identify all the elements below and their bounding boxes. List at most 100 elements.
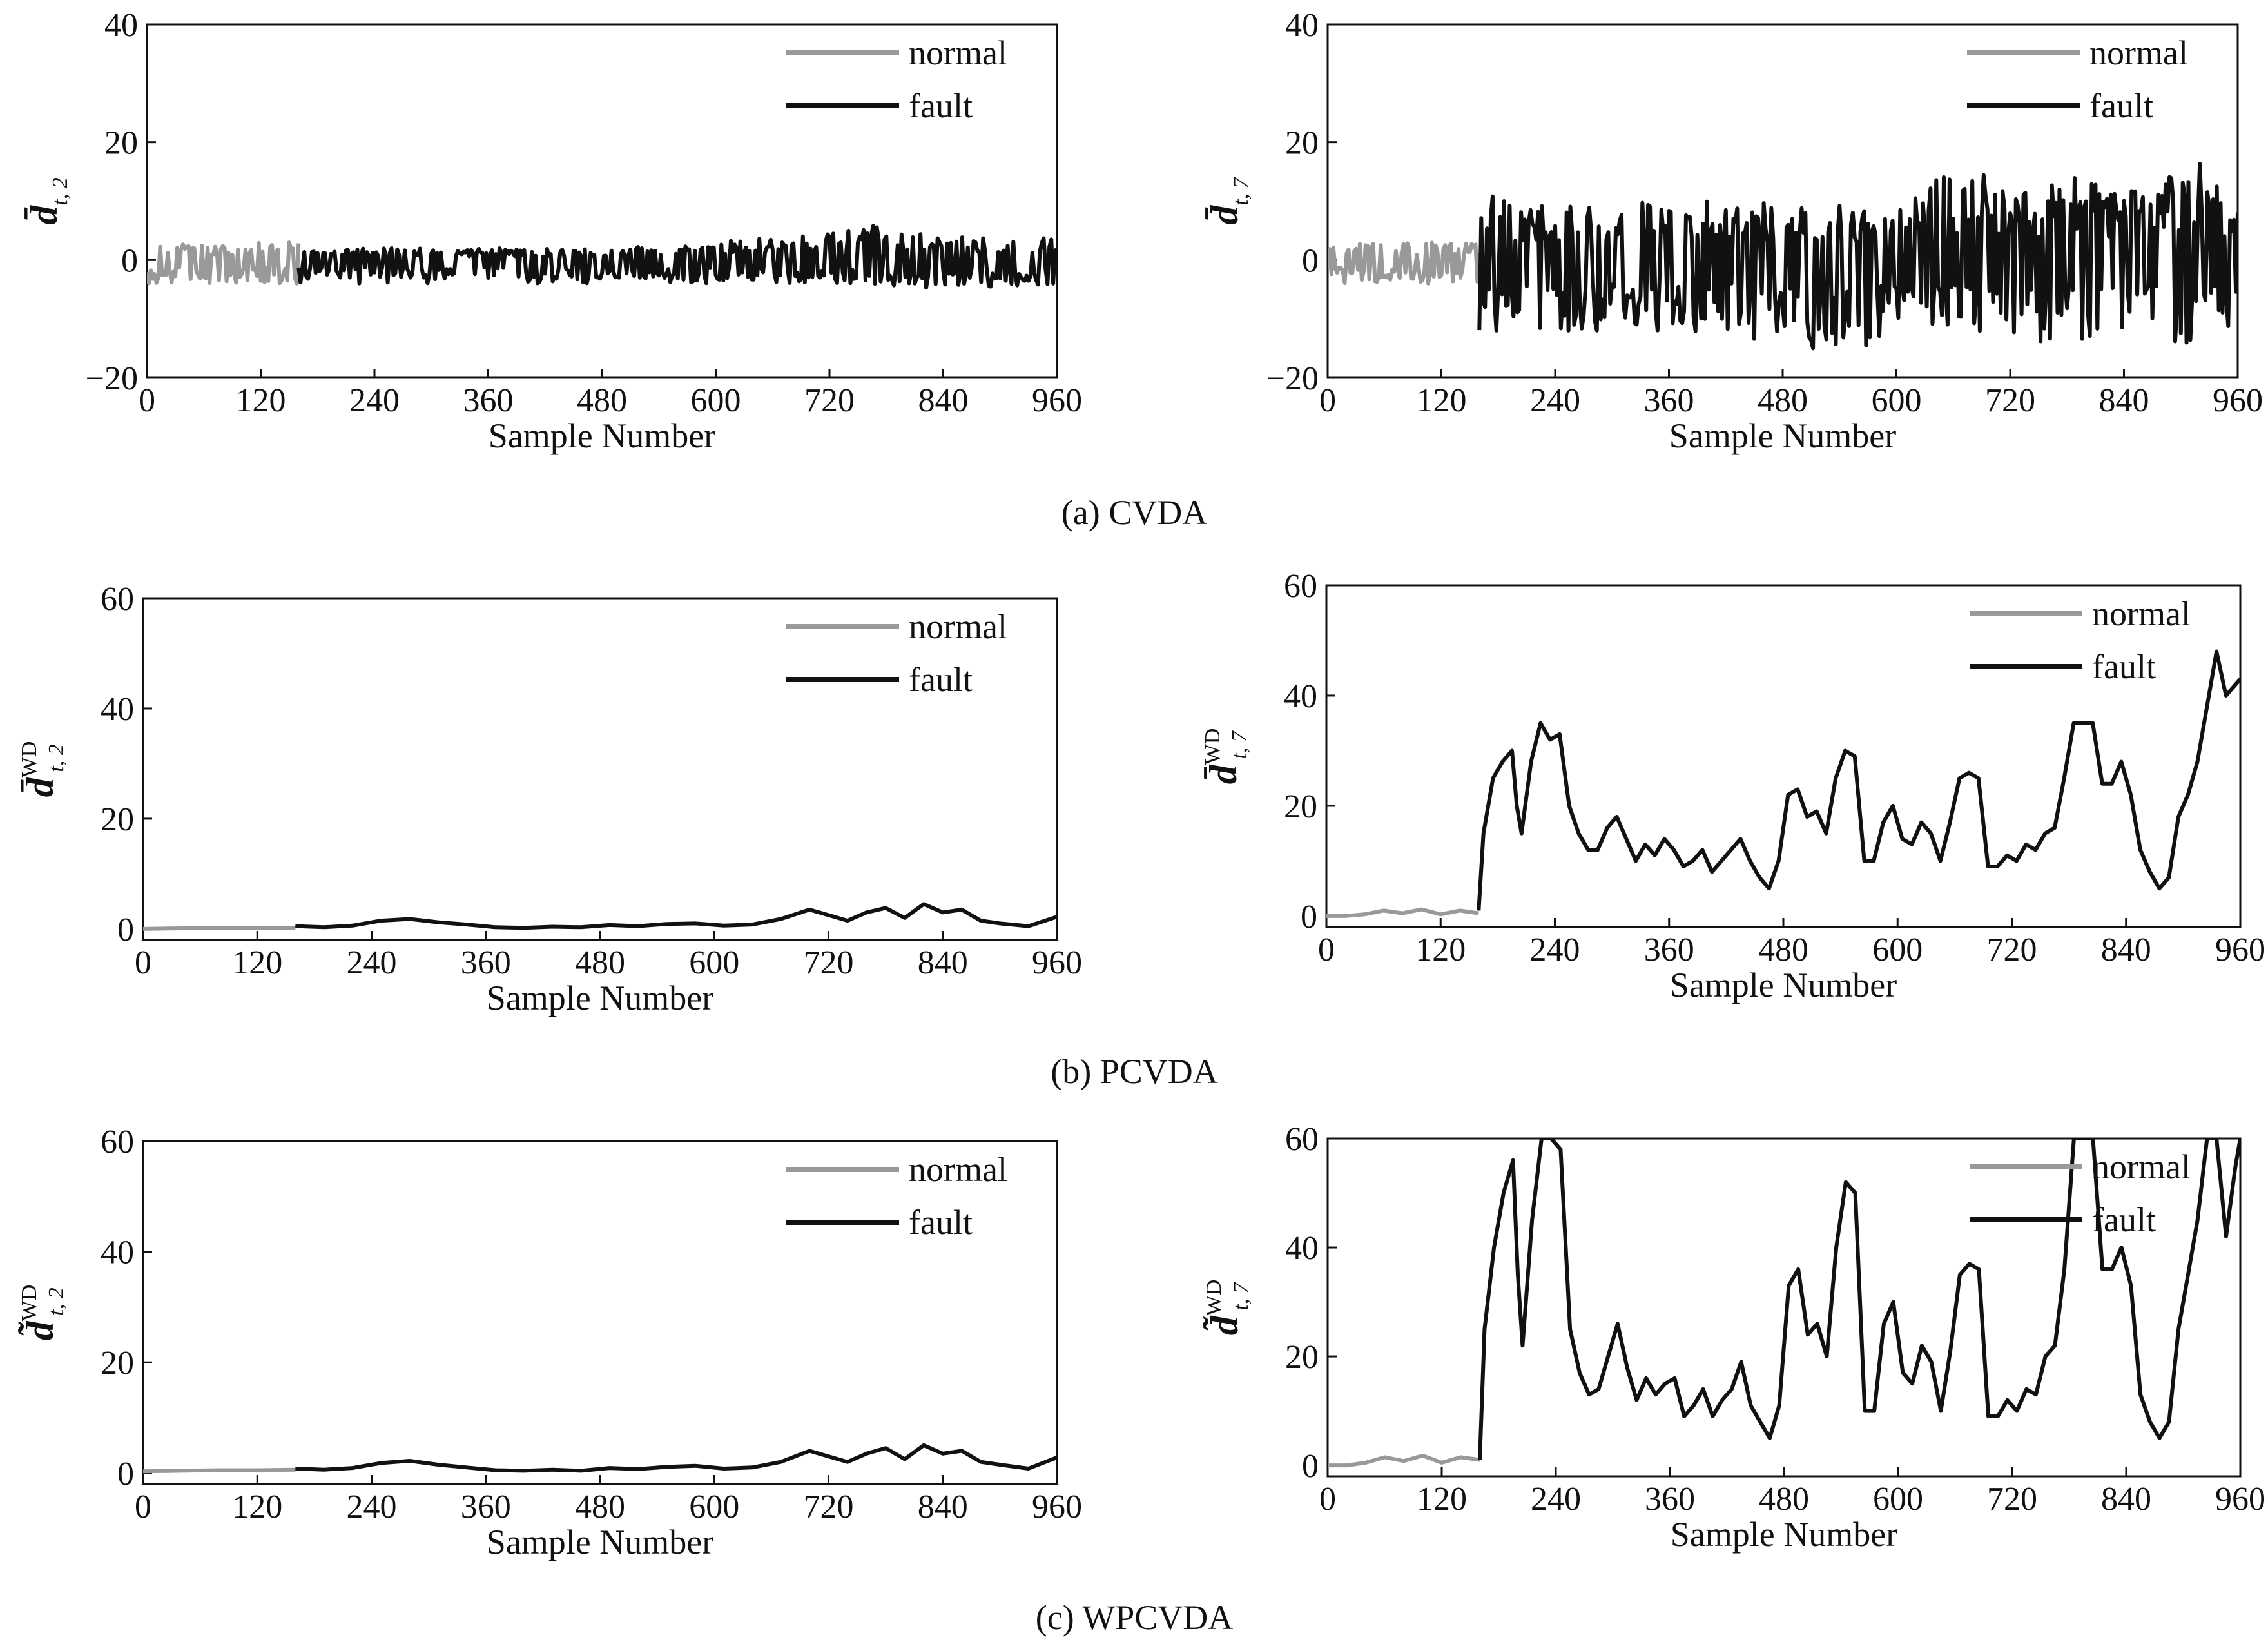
legend-label-fault: fault [909,1203,973,1242]
y-tick-label: −20 [86,360,138,397]
x-tick-label: 480 [575,944,625,981]
x-tick-label: 0 [1318,932,1335,968]
x-tick-label: 240 [1530,382,1580,419]
x-tick-label: 120 [232,1489,282,1525]
x-tick-label: 600 [1873,1481,1923,1518]
series-line-fault [296,224,1057,290]
x-tick-label: 960 [2213,382,2263,419]
x-tick-label: 960 [1032,944,1082,981]
x-tick-label: 840 [918,1489,968,1525]
series-line-fault [1477,649,2240,911]
series-line-fault [1478,1139,2240,1460]
y-tick-label: −20 [1266,360,1319,397]
y-axis-label: d̄t, 7 [1203,176,1253,224]
y-tick-label: 0 [121,242,138,279]
legend-label-fault: fault [909,86,973,125]
y-tick-label: 40 [1284,678,1317,715]
caption-a: (a) CVDA [1061,493,1207,532]
x-tick-label: 720 [1987,1481,2037,1518]
series-group [1328,1139,2240,1468]
y-tick-label: 60 [101,1124,134,1160]
y-tick-label: 40 [1285,1230,1319,1267]
plot-frame [1326,1137,2242,1478]
x-tick-label: 840 [918,382,969,419]
y-tick-label: 60 [101,581,134,618]
legend-label-normal: normal [2092,594,2191,633]
series-line-fault [295,1443,1057,1473]
x-tick-label: 960 [1032,1489,1082,1525]
series-group [1326,649,2240,918]
series-line-normal [1326,907,1479,918]
x-tick-label: 720 [1987,932,2037,968]
x-axis-label: Sample Number [487,979,713,1017]
legend-label-normal: normal [909,34,1007,72]
x-tick-label: 720 [804,1489,854,1525]
y-tick-label: 0 [1302,1448,1319,1485]
x-axis-label: Sample Number [1669,416,1896,455]
chart-b-right: 0 120 240 360 480 600 720 840 960 0 20 40 60 Sample N… [1201,568,2265,1004]
chart-b-left: 0 120 240 360 480 600 720 840 960 0 20 40 60 Sample N… [17,581,1082,1017]
plot-frame [142,597,1058,941]
x-tick-label: 120 [232,944,282,981]
legend-label-fault: fault [2092,1200,2156,1239]
x-axis-label: Sample Number [489,416,715,455]
series-line-fault [295,902,1057,930]
y-axis-label: d̃WD t, 7 [1202,1280,1253,1336]
y-axis-label: d̄WD t, 7 [1201,728,1252,785]
y-axis-label: d̄WD t, 2 [17,741,68,797]
y-tick-label: 40 [101,691,134,728]
x-tick-label: 720 [1985,382,2035,419]
legend-label-fault: fault [909,660,973,699]
x-tick-label: 840 [2101,932,2151,968]
x-tick-label: 480 [1759,1481,1809,1518]
x-tick-label: 120 [1417,382,1467,419]
x-tick-label: 360 [1644,932,1694,968]
x-tick-label: 240 [347,944,397,981]
x-tick-label: 240 [1531,1481,1581,1518]
x-axis-label: Sample Number [487,1523,713,1561]
x-tick-label: 0 [135,944,151,981]
x-tick-label: 600 [691,382,741,419]
x-tick-label: 480 [1758,932,1808,968]
caption-b: (b) PCVDA [1051,1052,1218,1091]
legend-label-normal: normal [2092,1148,2191,1186]
caption-c: (c) WPCVDA [1036,1598,1233,1637]
y-tick-label: 60 [1285,1121,1319,1158]
x-tick-label: 0 [1319,382,1336,419]
y-tick-label: 60 [1284,568,1317,605]
series-line-normal [143,926,296,931]
x-axis-label: Sample Number [1670,966,1897,1004]
series-group [143,1443,1057,1474]
y-tick-label: 0 [1301,899,1317,935]
y-tick-label: 40 [101,1235,134,1271]
y-tick-label: 0 [117,912,134,948]
x-tick-label: 840 [2101,1481,2151,1518]
legend-label-normal: normal [909,607,1007,646]
series-group [1328,162,2238,351]
x-tick-label: 960 [2215,1481,2265,1518]
x-tick-label: 840 [918,944,968,981]
x-tick-label: 0 [139,382,155,419]
y-tick-label: 20 [101,801,134,838]
x-tick-label: 600 [689,944,739,981]
x-tick-label: 0 [135,1489,151,1525]
x-tick-label: 720 [804,944,854,981]
y-tick-label: 20 [104,125,138,162]
x-tick-label: 480 [577,382,627,419]
y-axis-label: d̃WD t, 2 [17,1285,68,1341]
y-tick-label: 20 [1285,1339,1319,1376]
plot-frame [146,23,1058,379]
x-tick-label: 840 [2099,382,2149,419]
series-group [147,224,1057,290]
x-tick-label: 240 [1530,932,1580,968]
x-tick-label: 600 [689,1489,739,1525]
x-tick-label: 600 [1872,382,1922,419]
series-line-fault [1477,162,2238,351]
x-tick-label: 360 [463,382,514,419]
x-tick-label: 120 [1417,1481,1467,1518]
legend-label-normal: normal [909,1150,1007,1189]
x-tick-label: 120 [236,382,286,419]
series-group [143,902,1057,931]
series-line-normal [1328,1453,1480,1468]
